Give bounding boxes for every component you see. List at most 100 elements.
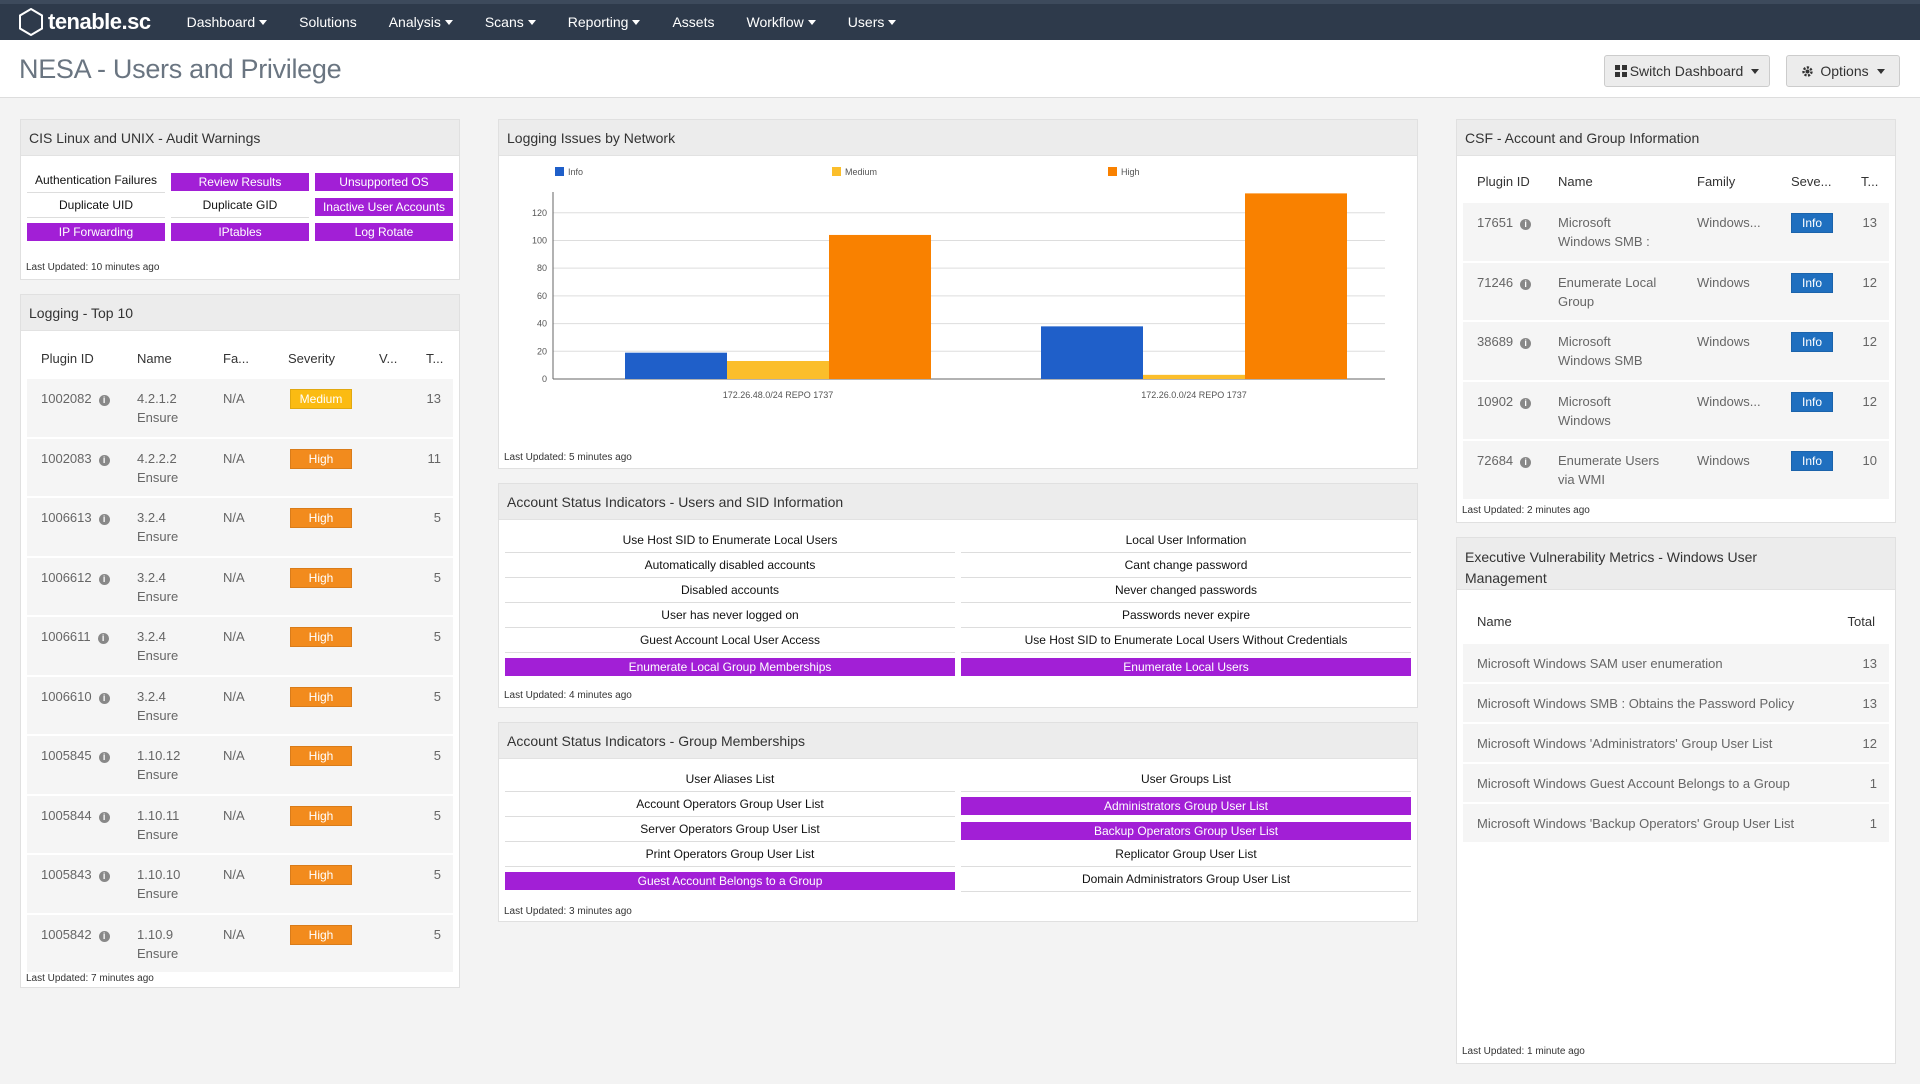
- matrix-cell[interactable]: Disabled accounts: [505, 578, 955, 603]
- table-row[interactable]: 1002082 i 4.2.1.2 Ensure N/A Medium 13: [27, 379, 453, 438]
- matrix-cell[interactable]: Never changed passwords: [961, 578, 1411, 603]
- table-row[interactable]: 38689 i Microsoft Windows SMB Windows Info 12: [1463, 322, 1889, 381]
- bar[interactable]: [1143, 374, 1245, 379]
- nav-item-scans[interactable]: Scans: [485, 14, 536, 30]
- matrix-cell[interactable]: IPtables: [171, 223, 309, 241]
- table-row[interactable]: 1006611 i 3.2.4 Ensure N/A High 5: [27, 617, 453, 676]
- info-circle-icon[interactable]: i: [98, 811, 110, 823]
- matrix-cell[interactable]: Enumerate Local Users: [961, 658, 1411, 676]
- nav-item-solutions[interactable]: Solutions: [299, 14, 357, 30]
- info-circle-icon[interactable]: i: [1520, 457, 1532, 468]
- info-circle-icon[interactable]: i: [98, 395, 110, 406]
- info-circle-icon[interactable]: i: [98, 454, 110, 466]
- matrix-cell[interactable]: Unsupported OS: [315, 173, 453, 191]
- column-header[interactable]: T...: [426, 351, 444, 366]
- bar[interactable]: [1041, 326, 1143, 379]
- column-header[interactable]: V...: [379, 351, 398, 366]
- matrix-cell[interactable]: User has never logged on: [505, 603, 955, 628]
- table-row[interactable]: 1005844 i 1.10.11 Ensure N/A High 5: [27, 795, 453, 854]
- matrix-cell[interactable]: Use Host SID to Enumerate Local Users: [505, 528, 955, 553]
- matrix-cell[interactable]: Automatically disabled accounts: [505, 553, 955, 578]
- matrix-cell[interactable]: Use Host SID to Enumerate Local Users Wi…: [961, 628, 1411, 653]
- matrix-cell[interactable]: Log Rotate: [315, 223, 453, 241]
- table-row[interactable]: 17651 i Microsoft Windows SMB : Windows... In…: [1463, 203, 1889, 262]
- matrix-cell[interactable]: Cant change password: [961, 553, 1411, 578]
- table-row[interactable]: Microsoft Windows 'Backup Operators' Gro…: [1463, 804, 1889, 843]
- matrix-cell[interactable]: Account Operators Group User List: [505, 792, 955, 817]
- x-tick-label: 172.26.0.0/24 REPO 1737: [1141, 390, 1247, 400]
- y-tick-label: 100: [532, 235, 547, 245]
- column-header[interactable]: Total: [1847, 614, 1875, 629]
- info-circle-icon[interactable]: i: [1520, 397, 1532, 409]
- column-header[interactable]: Name: [1558, 174, 1593, 189]
- info-circle-icon[interactable]: i: [1520, 338, 1532, 349]
- column-header[interactable]: Name: [1477, 614, 1512, 629]
- matrix-cell[interactable]: Duplicate UID: [27, 193, 165, 218]
- table-row[interactable]: 10902 i Microsoft Windows Windows... Info 12: [1463, 381, 1889, 440]
- table-row[interactable]: Microsoft Windows SMB : Obtains the Pass…: [1463, 684, 1889, 723]
- matrix-cell[interactable]: Local User Information: [961, 528, 1411, 553]
- csf-account-group-panel: CSF - Account and Group Information Last…: [1456, 119, 1896, 523]
- info-circle-icon[interactable]: i: [98, 871, 110, 882]
- matrix-cell[interactable]: User Groups List: [961, 767, 1411, 792]
- matrix-cell[interactable]: Server Operators Group User List: [505, 817, 955, 842]
- matrix-cell[interactable]: Enumerate Local Group Memberships: [505, 658, 955, 676]
- options-button[interactable]: Options: [1786, 55, 1900, 87]
- matrix-cell[interactable]: Guest Account Belongs to a Group: [505, 872, 955, 890]
- nav-item-assets[interactable]: Assets: [672, 14, 714, 30]
- column-header[interactable]: Family: [1697, 174, 1736, 189]
- bar[interactable]: [625, 352, 727, 379]
- table-row[interactable]: 1005843 i 1.10.10 Ensure N/A High 5: [27, 855, 453, 914]
- matrix-cell[interactable]: Guest Account Local User Access: [505, 628, 955, 653]
- matrix-cell[interactable]: Print Operators Group User List: [505, 842, 955, 867]
- table-row[interactable]: 1006612 i 3.2.4 Ensure N/A High 5: [27, 557, 453, 616]
- info-circle-icon[interactable]: i: [1520, 219, 1532, 230]
- table-row[interactable]: 1006613 i 3.2.4 Ensure N/A High 5: [27, 498, 453, 557]
- bar[interactable]: [1245, 193, 1347, 379]
- table-row[interactable]: 71246 i Enumerate Local Group Windows Info 12: [1463, 262, 1889, 321]
- table-row[interactable]: 72684 i Enumerate Users via WMI Windows Info 1…: [1463, 441, 1889, 500]
- matrix-cell[interactable]: User Aliases List: [505, 767, 955, 792]
- matrix-cell[interactable]: Authentication Failures: [27, 168, 165, 193]
- column-header[interactable]: T...: [1861, 174, 1879, 189]
- table-row[interactable]: 1005842 i 1.10.9 Ensure N/A High 5: [27, 914, 453, 973]
- info-circle-icon[interactable]: i: [97, 633, 109, 644]
- info-circle-icon[interactable]: i: [98, 752, 110, 763]
- matrix-cell[interactable]: Replicator Group User List: [961, 842, 1411, 867]
- plugin-id-cell: 1002083 i: [41, 449, 110, 468]
- table-row[interactable]: 1006610 i 3.2.4 Ensure N/A High 5: [27, 676, 453, 735]
- bar[interactable]: [727, 360, 829, 379]
- info-circle-icon[interactable]: i: [98, 573, 110, 585]
- brand-logo[interactable]: tenable.sc: [18, 8, 151, 36]
- matrix-cell[interactable]: Administrators Group User List: [961, 797, 1411, 815]
- column-header[interactable]: Fa...: [223, 351, 250, 366]
- column-header[interactable]: Name: [137, 351, 172, 366]
- table-row[interactable]: Microsoft Windows 'Administrators' Group…: [1463, 724, 1889, 763]
- info-circle-icon[interactable]: i: [98, 514, 110, 525]
- column-header[interactable]: Plugin ID: [1477, 174, 1530, 189]
- table-row[interactable]: Microsoft Windows SAM user enumeration 13: [1463, 644, 1889, 683]
- switch-dashboard-button[interactable]: Switch Dashboard: [1604, 55, 1770, 87]
- matrix-cell[interactable]: IP Forwarding: [27, 223, 165, 241]
- matrix-cell[interactable]: Passwords never expire: [961, 603, 1411, 628]
- column-header[interactable]: Plugin ID: [41, 351, 94, 366]
- matrix-cell[interactable]: Duplicate GID: [171, 193, 309, 218]
- info-circle-icon[interactable]: i: [1520, 278, 1532, 290]
- matrix-cell[interactable]: Domain Administrators Group User List: [961, 867, 1411, 892]
- table-row[interactable]: 1005845 i 1.10.12 Ensure N/A High 5: [27, 736, 453, 795]
- nav-item-workflow[interactable]: Workflow: [746, 14, 816, 30]
- matrix-cell[interactable]: Review Results: [171, 173, 309, 191]
- nav-item-analysis[interactable]: Analysis: [389, 14, 453, 30]
- column-header[interactable]: Severity: [288, 351, 335, 366]
- matrix-cell[interactable]: Backup Operators Group User List: [961, 822, 1411, 840]
- table-row[interactable]: 1002083 i 4.2.2.2 Ensure N/A High 11: [27, 438, 453, 497]
- nav-item-reporting[interactable]: Reporting: [568, 14, 641, 30]
- table-row[interactable]: Microsoft Windows Guest Account Belongs …: [1463, 764, 1889, 803]
- matrix-cell[interactable]: Inactive User Accounts: [315, 198, 453, 216]
- info-circle-icon[interactable]: i: [98, 692, 110, 704]
- bar[interactable]: [829, 234, 931, 379]
- info-circle-icon[interactable]: i: [98, 930, 110, 942]
- nav-item-users[interactable]: Users: [848, 14, 897, 30]
- nav-item-dashboard[interactable]: Dashboard: [187, 14, 268, 30]
- column-header[interactable]: Seve...: [1791, 174, 1832, 189]
